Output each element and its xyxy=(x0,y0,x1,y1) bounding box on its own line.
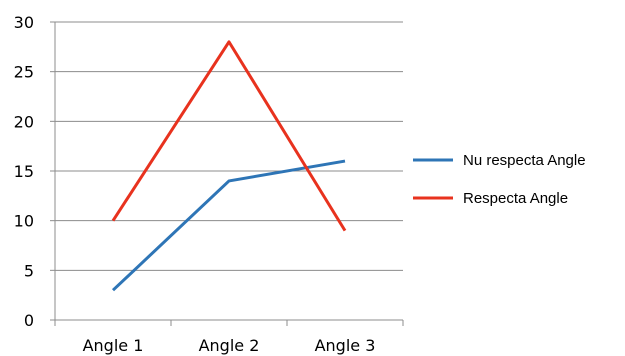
y-tick-label: 10 xyxy=(14,212,34,231)
gridlines xyxy=(55,21,403,271)
y-tick-label: 30 xyxy=(14,13,34,32)
y-tick-label: 20 xyxy=(14,112,34,131)
legend-label: Respecta Angle xyxy=(463,190,568,207)
x-tick-label: Angle 2 xyxy=(199,336,260,355)
x-tick-label: Angle 1 xyxy=(83,336,144,355)
legend-label: Nu respecta Angle xyxy=(463,152,586,169)
y-tick-label: 15 xyxy=(14,162,34,181)
series-lines xyxy=(111,40,347,292)
x-tick-label: Angle 3 xyxy=(315,336,376,355)
series-line-2 xyxy=(111,40,347,232)
y-tick-label: 5 xyxy=(24,261,34,280)
legend: Nu respecta Angle Respecta Angle xyxy=(413,152,586,207)
axes: 0 5 10 15 20 25 30 Angle 1 Angle 2 Angle 3 xyxy=(14,13,404,355)
y-tick-label: 0 xyxy=(24,311,34,330)
y-tick-label: 25 xyxy=(14,63,34,82)
